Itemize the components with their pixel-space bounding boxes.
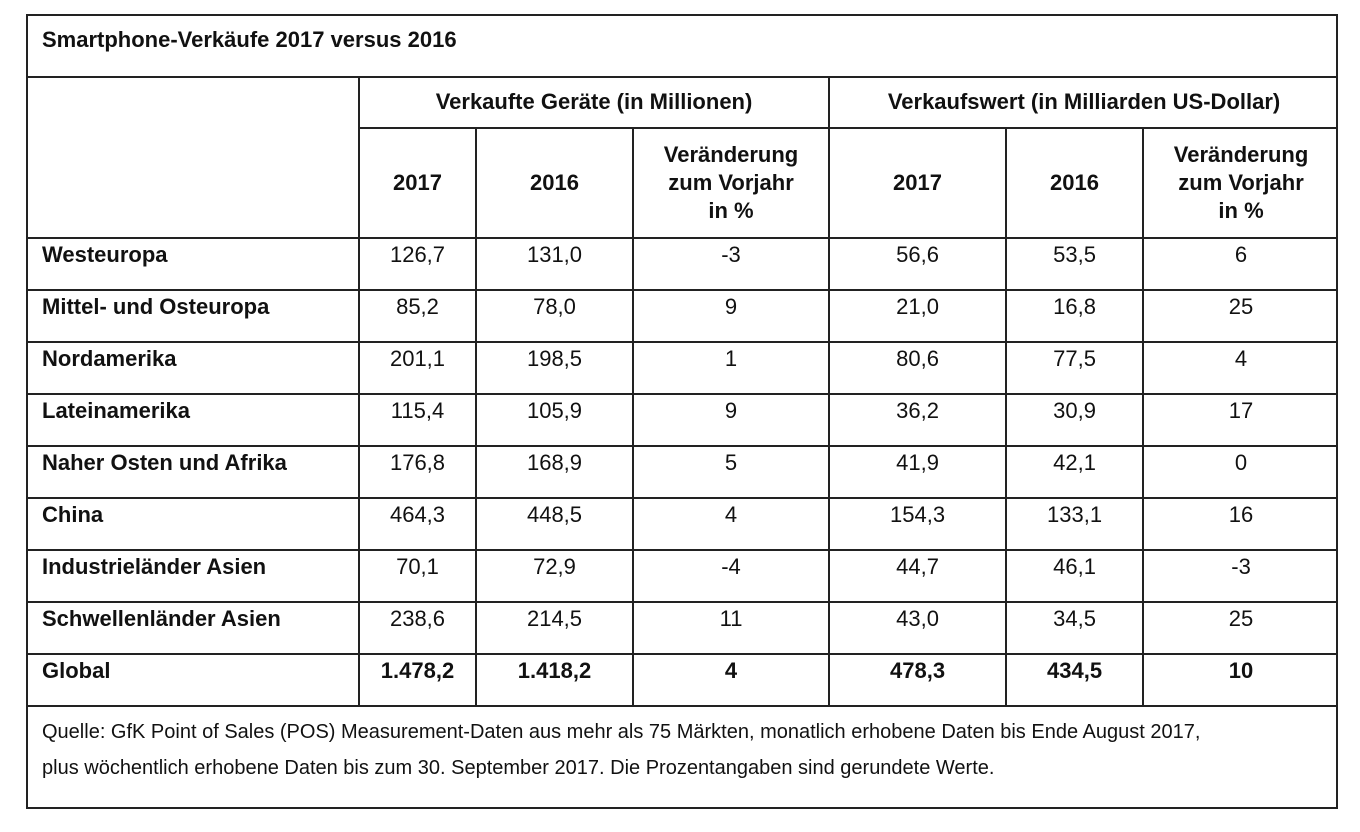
units-2016-cell: 168,9 — [475, 445, 634, 499]
change-label-line2: zum Vorjahr — [1178, 170, 1304, 195]
region-cell: Naher Osten und Afrika — [26, 445, 360, 499]
value-2017-cell: 43,0 — [828, 601, 1008, 655]
value-2017-cell: 56,6 — [828, 237, 1008, 291]
change-label-line1: Veränderung — [1173, 142, 1309, 167]
units-2016-cell: 105,9 — [475, 393, 634, 447]
sales-table: Verkaufte Geräte (in Millionen) Verkaufs… — [26, 76, 1339, 707]
value-2016-cell: 30,9 — [1005, 393, 1145, 447]
value-2017-cell: 154,3 — [828, 497, 1008, 551]
table-row: Westeuropa 126,7 131,0 -3 56,6 53,5 6 — [26, 237, 1339, 291]
change-label-line2: zum Vorjahr — [668, 170, 794, 195]
units-change-cell: -3 — [631, 237, 831, 291]
units-change-cell: 4 — [631, 653, 831, 707]
units-2016-cell: 78,0 — [475, 289, 634, 343]
header-value-2017: 2017 — [828, 127, 1008, 239]
table-row: China 464,3 448,5 4 154,3 133,1 16 — [26, 497, 1339, 551]
units-2017-cell: 126,7 — [358, 237, 477, 291]
units-change-cell: 11 — [631, 601, 831, 655]
header-units-2017: 2017 — [358, 127, 477, 239]
units-change-cell: 4 — [631, 497, 831, 551]
value-change-cell: 25 — [1142, 601, 1339, 655]
units-2017-cell: 176,8 — [358, 445, 477, 499]
value-change-cell: -3 — [1142, 549, 1339, 603]
change-label-line1: Veränderung — [663, 142, 799, 167]
value-change-cell: 4 — [1142, 341, 1339, 395]
units-2016-cell: 448,5 — [475, 497, 634, 551]
units-2016-cell: 214,5 — [475, 601, 634, 655]
units-change-cell: 5 — [631, 445, 831, 499]
region-cell: Global — [26, 653, 360, 707]
value-2017-cell: 36,2 — [828, 393, 1008, 447]
value-2016-cell: 42,1 — [1005, 445, 1145, 499]
region-cell: Schwellenländer Asien — [26, 601, 360, 655]
units-2017-cell: 70,1 — [358, 549, 477, 603]
table-row: Naher Osten und Afrika 176,8 168,9 5 41,… — [26, 445, 1339, 499]
source-line-2: plus wöchentlich erhobene Daten bis zum … — [42, 757, 995, 779]
header-value-2016: 2016 — [1005, 127, 1145, 239]
value-change-cell: 16 — [1142, 497, 1339, 551]
value-2016-cell: 77,5 — [1005, 341, 1145, 395]
header-units-change: Veränderung zum Vorjahr in % — [631, 127, 831, 239]
value-change-cell: 17 — [1142, 393, 1339, 447]
source-note: Quelle: GfK Point of Sales (POS) Measure… — [28, 708, 1336, 786]
units-2017-cell: 85,2 — [358, 289, 477, 343]
units-2017-cell: 115,4 — [358, 393, 477, 447]
units-2017-cell: 1.478,2 — [358, 653, 477, 707]
value-change-cell: 0 — [1142, 445, 1339, 499]
value-2016-cell: 34,5 — [1005, 601, 1145, 655]
group-header-row: Verkaufte Geräte (in Millionen) Verkaufs… — [26, 76, 1339, 239]
header-units-2016: 2016 — [475, 127, 634, 239]
table-title: Smartphone-Verkäufe 2017 versus 2016 — [28, 16, 1336, 78]
units-change-cell: 9 — [631, 289, 831, 343]
region-cell: Mittel- und Osteuropa — [26, 289, 360, 343]
region-cell: Lateinamerika — [26, 393, 360, 447]
table-row: Nordamerika 201,1 198,5 1 80,6 77,5 4 — [26, 341, 1339, 395]
value-2016-cell: 53,5 — [1005, 237, 1145, 291]
value-2016-cell: 16,8 — [1005, 289, 1145, 343]
units-2017-cell: 238,6 — [358, 601, 477, 655]
value-2016-cell: 46,1 — [1005, 549, 1145, 603]
region-cell: Westeuropa — [26, 237, 360, 291]
corner-cell — [26, 76, 360, 239]
value-change-cell: 25 — [1142, 289, 1339, 343]
region-cell: Industrieländer Asien — [26, 549, 360, 603]
table-row: Lateinamerika 115,4 105,9 9 36,2 30,9 17 — [26, 393, 1339, 447]
units-change-cell: 1 — [631, 341, 831, 395]
units-2016-cell: 1.418,2 — [475, 653, 634, 707]
units-change-cell: 9 — [631, 393, 831, 447]
units-change-cell: -4 — [631, 549, 831, 603]
value-change-cell: 6 — [1142, 237, 1339, 291]
units-2016-cell: 72,9 — [475, 549, 634, 603]
value-2017-cell: 44,7 — [828, 549, 1008, 603]
total-row: Global 1.478,2 1.418,2 4 478,3 434,5 10 — [26, 653, 1339, 707]
group-header-value: Verkaufswert (in Milliarden US-Dollar) — [828, 76, 1339, 129]
value-2017-cell: 41,9 — [828, 445, 1008, 499]
units-2016-cell: 131,0 — [475, 237, 634, 291]
value-2017-cell: 21,0 — [828, 289, 1008, 343]
table-row: Mittel- und Osteuropa 85,2 78,0 9 21,0 1… — [26, 289, 1339, 343]
change-label-line3: in % — [1218, 198, 1264, 223]
change-label-line3: in % — [708, 198, 754, 223]
group-header-units: Verkaufte Geräte (in Millionen) — [357, 76, 831, 129]
units-2017-cell: 464,3 — [358, 497, 477, 551]
table-row: Industrieländer Asien 70,1 72,9 -4 44,7 … — [26, 549, 1339, 603]
source-line-1: Quelle: GfK Point of Sales (POS) Measure… — [42, 721, 1201, 743]
value-2016-cell: 133,1 — [1005, 497, 1145, 551]
units-2017-cell: 201,1 — [358, 341, 477, 395]
table-row: Schwellenländer Asien 238,6 214,5 11 43,… — [26, 601, 1339, 655]
region-cell: Nordamerika — [26, 341, 360, 395]
header-value-change: Veränderung zum Vorjahr in % — [1142, 127, 1339, 239]
region-cell: China — [26, 497, 360, 551]
value-2016-cell: 434,5 — [1005, 653, 1145, 707]
value-2017-cell: 80,6 — [828, 341, 1008, 395]
document-frame: Smartphone-Verkäufe 2017 versus 2016 Ver… — [26, 14, 1339, 809]
value-2017-cell: 478,3 — [828, 653, 1008, 707]
value-change-cell: 10 — [1142, 653, 1339, 707]
units-2016-cell: 198,5 — [475, 341, 634, 395]
sub-header-row: 2017 2016 Veränderung zum Vorjahr in % 2… — [26, 127, 1339, 239]
